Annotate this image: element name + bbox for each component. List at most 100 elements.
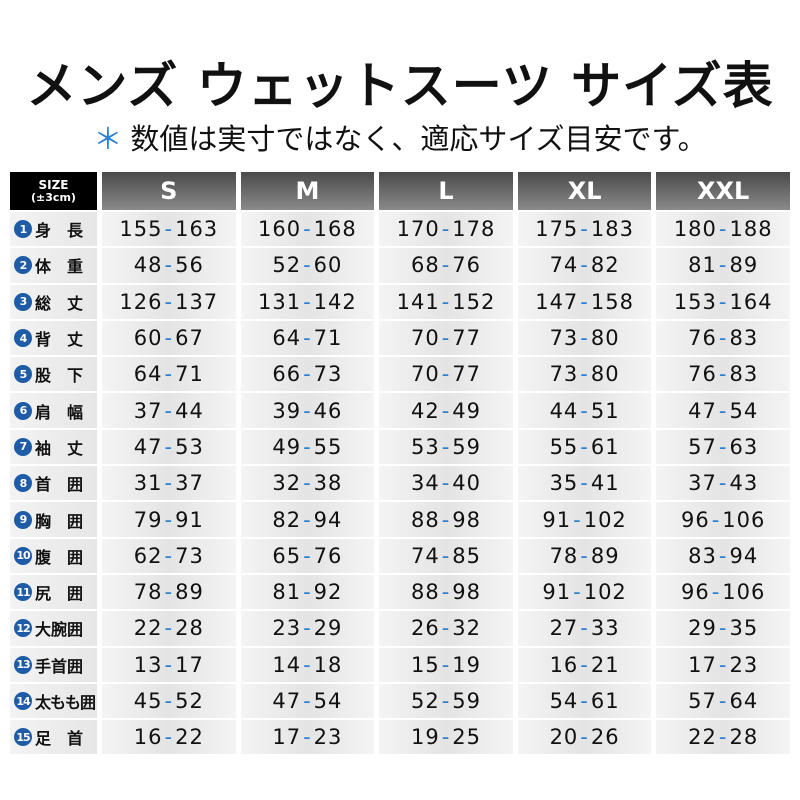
size-value: 37-43 <box>656 466 790 501</box>
size-table: SIZE (±3cm) S M L XL XXL 1 身 長 155-163 160-168 170… <box>10 172 790 755</box>
size-value: 70-77 <box>379 357 513 392</box>
row-number: 13 <box>14 655 32 674</box>
size-value: 64-71 <box>102 357 236 392</box>
row-number: 1 <box>14 220 32 239</box>
row-label: 袖 丈 <box>35 438 84 458</box>
row-label: 肩 幅 <box>35 402 84 422</box>
note-mark: ＊ <box>93 122 123 156</box>
row-label: 尻 囲 <box>35 584 84 604</box>
size-value: 32-38 <box>240 466 375 501</box>
row-number: 8 <box>14 474 32 493</box>
row-number: 7 <box>14 437 32 456</box>
row-number: 6 <box>14 401 32 420</box>
row-label: 総 丈 <box>35 293 84 313</box>
size-value: 22-28 <box>102 611 236 646</box>
row-label: 背 丈 <box>35 330 84 350</box>
row-number: 15 <box>14 728 32 747</box>
row-label: 体 重 <box>35 257 84 277</box>
size-value: 180-188 <box>656 212 790 247</box>
size-value: 74-85 <box>379 538 513 573</box>
size-value: 57-63 <box>656 429 790 465</box>
subtitle: ＊数値は実寸ではなく、適応サイズ目安です。 <box>0 116 800 158</box>
size-value: 82-94 <box>240 502 375 537</box>
row-number: 2 <box>14 256 32 275</box>
row-label: 太もも囲 <box>35 693 96 712</box>
size-value: 29-35 <box>656 611 790 646</box>
size-value: 16-22 <box>102 720 236 755</box>
size-value: 27-33 <box>517 611 652 646</box>
column-header: XXL <box>656 172 790 210</box>
size-value: 65-76 <box>240 538 375 573</box>
size-value: 44-51 <box>517 393 652 428</box>
size-value: 96-106 <box>656 502 790 537</box>
size-value: 57-64 <box>656 683 790 719</box>
size-value: 15-19 <box>379 647 513 682</box>
corner-cell: SIZE (±3cm) <box>10 172 97 210</box>
column-header: XL <box>517 172 652 210</box>
size-value: 20-26 <box>517 720 652 755</box>
size-value: 91-102 <box>517 502 652 537</box>
size-value: 54-61 <box>517 683 652 719</box>
size-value: 66-73 <box>240 357 375 392</box>
row-number: 3 <box>14 292 32 311</box>
row-header: 11 尻 囲 <box>10 574 97 610</box>
row-header: 13 手首囲 <box>10 647 97 682</box>
size-value: 131-142 <box>240 284 375 319</box>
size-value: 78-89 <box>517 538 652 573</box>
corner-tolerance: (±3cm) <box>31 190 76 204</box>
row-number: 11 <box>14 583 32 602</box>
size-value: 62-73 <box>102 538 236 573</box>
size-value: 47-54 <box>240 683 375 719</box>
size-value: 141-152 <box>379 284 513 319</box>
size-value: 160-168 <box>240 212 375 247</box>
row-label: 足 首 <box>35 729 84 749</box>
size-value: 49-55 <box>240 429 375 465</box>
size-value: 35-41 <box>517 466 652 501</box>
size-value: 55-61 <box>517 429 652 465</box>
size-value: 52-59 <box>379 683 513 719</box>
size-value: 68-76 <box>379 248 513 283</box>
size-value: 64-71 <box>240 320 375 356</box>
size-value: 73-80 <box>517 357 652 392</box>
size-value: 17-23 <box>240 720 375 755</box>
row-label: 手首囲 <box>35 656 84 676</box>
size-value: 91-102 <box>517 574 652 610</box>
size-value: 45-52 <box>102 683 236 719</box>
size-value: 23-29 <box>240 611 375 646</box>
row-header: 15 足 首 <box>10 720 97 755</box>
size-value: 16-21 <box>517 647 652 682</box>
corner-label: SIZE <box>38 177 69 192</box>
size-value: 78-89 <box>102 574 236 610</box>
size-value: 34-40 <box>379 466 513 501</box>
row-label: 股 下 <box>35 366 84 386</box>
row-label: 腹 囲 <box>35 547 84 567</box>
size-value: 96-106 <box>656 574 790 610</box>
size-value: 70-77 <box>379 320 513 356</box>
column-header: M <box>240 172 375 210</box>
row-number: 9 <box>14 510 32 529</box>
note: 数値は実寸ではなく、適応サイズ目安です。 <box>130 122 707 156</box>
size-value: 74-82 <box>517 248 652 283</box>
size-value: 39-46 <box>240 393 375 428</box>
size-value: 147-158 <box>517 284 652 319</box>
size-value: 37-44 <box>102 393 236 428</box>
size-value: 42-49 <box>379 393 513 428</box>
size-value: 19-25 <box>379 720 513 755</box>
size-value: 81-89 <box>656 248 790 283</box>
size-value: 153-164 <box>656 284 790 319</box>
size-value: 76-83 <box>656 357 790 392</box>
size-value: 76-83 <box>656 320 790 356</box>
row-number: 12 <box>14 619 32 638</box>
size-value: 79-91 <box>102 502 236 537</box>
size-value: 81-92 <box>240 574 375 610</box>
size-value: 22-28 <box>656 720 790 755</box>
size-value: 53-59 <box>379 429 513 465</box>
row-header: 10 腹 囲 <box>10 538 97 573</box>
